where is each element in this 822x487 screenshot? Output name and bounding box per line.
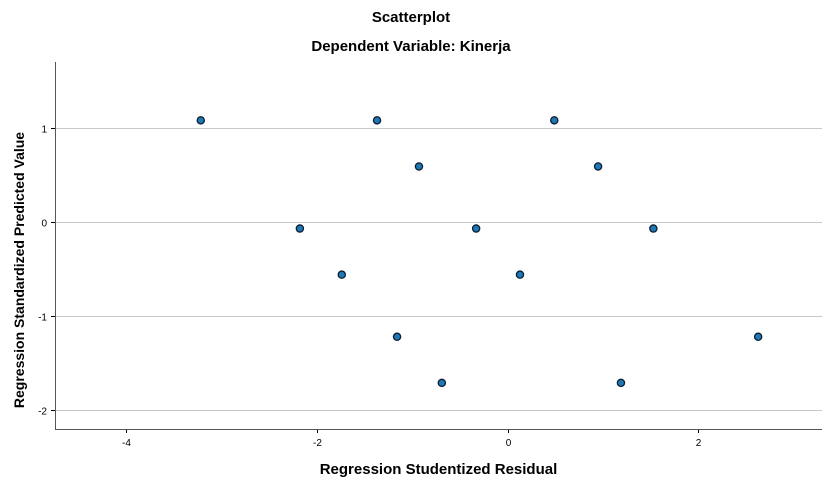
y-tick-label: -1 (38, 313, 47, 324)
data-point (337, 270, 347, 279)
data-point (550, 116, 559, 125)
data-point (515, 270, 525, 279)
data-point (372, 116, 382, 125)
y-tick-label: 1 (41, 125, 47, 136)
grid-lines (55, 128, 822, 411)
axes (51, 62, 822, 433)
data-point (593, 162, 603, 171)
y-tick-label: -2 (38, 407, 47, 418)
x-tick-label: -2 (313, 438, 322, 449)
data-point (616, 378, 626, 388)
data-point (437, 378, 447, 388)
data-point (392, 332, 402, 342)
data-points (196, 116, 763, 388)
y-tick-label: 0 (41, 219, 47, 230)
data-point (295, 224, 305, 233)
data-point (649, 224, 658, 233)
data-point (196, 116, 206, 125)
x-axis-label: Regression Studentized Residual (319, 461, 558, 478)
data-point (414, 162, 424, 171)
x-tick-label: 0 (506, 438, 512, 449)
data-point (471, 224, 481, 233)
chart-subtitle: Dependent Variable: Kinerja (311, 38, 511, 55)
chart-title: Scatterplot (371, 9, 451, 26)
x-tick-label: 2 (696, 438, 702, 449)
x-tick-label: -4 (122, 438, 131, 449)
tick-labels: -2 -1 0 1 -4 -2 0 2 (38, 125, 702, 450)
data-point (753, 332, 763, 342)
